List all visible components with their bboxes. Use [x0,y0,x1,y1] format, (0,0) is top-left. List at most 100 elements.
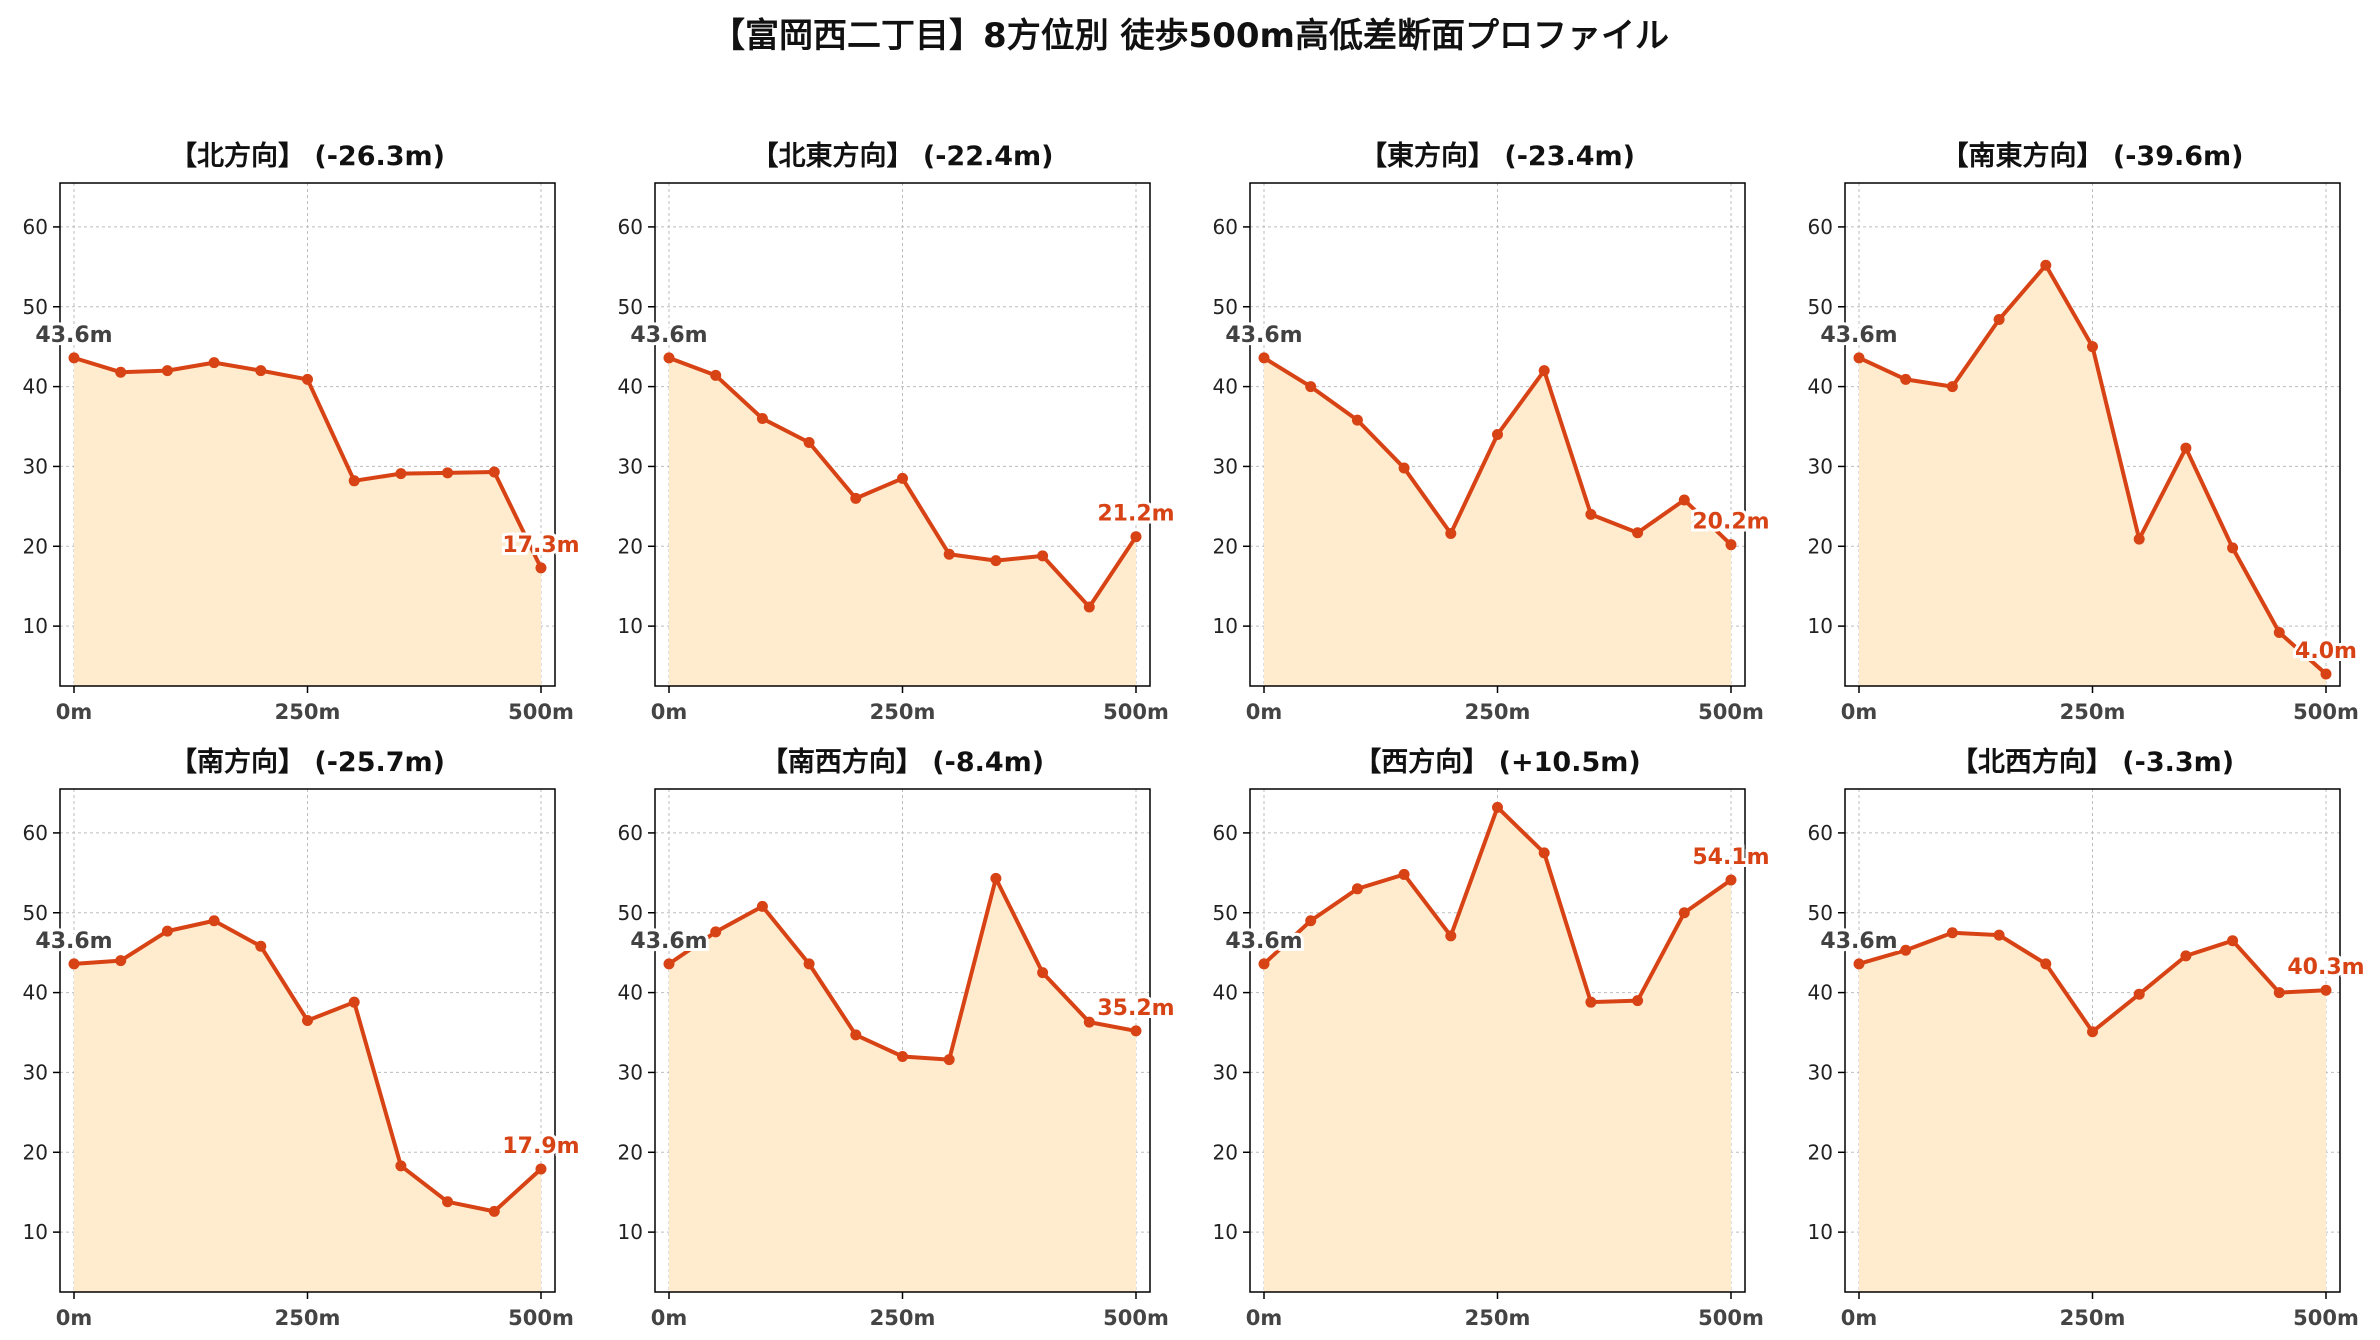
y-tick-label: 60 [618,821,643,845]
data-point [1900,944,1912,956]
y-tick-label: 40 [23,981,48,1005]
data-point [1258,352,1270,364]
data-point [2133,988,2145,1000]
data-point [1678,494,1690,506]
y-tick-label: 30 [1213,1060,1238,1084]
end-value-label: 54.1m [1692,845,1769,870]
x-tick-label: 500m [2293,700,2359,724]
y-tick-label: 10 [618,614,643,638]
y-tick-label: 20 [618,534,643,558]
y-tick-label: 20 [1213,534,1238,558]
y-tick-label: 50 [618,295,643,319]
data-point [1351,414,1363,426]
data-point [1492,429,1503,440]
y-tick-label: 50 [1213,295,1238,319]
data-point [1258,958,1270,970]
data-point [1900,373,1912,385]
x-tick-label: 250m [1465,1306,1531,1330]
start-value-label: 43.6m [1225,929,1302,954]
y-tick-label: 10 [1213,614,1238,638]
data-point [208,357,220,369]
x-tick-label: 0m [1841,700,1878,724]
x-tick-label: 0m [1246,700,1283,724]
x-tick-label: 250m [2060,1306,2126,1330]
area-fill [1859,265,2326,686]
y-tick-label: 40 [1213,375,1238,399]
data-point [756,413,768,425]
end-value-label: 35.2m [1097,996,1174,1021]
x-tick-label: 0m [1246,1306,1283,1330]
data-point [1725,539,1737,551]
y-tick-label: 40 [1808,375,1833,399]
subplot-title: 【東方向】 (-23.4m) [1360,140,1635,172]
data-point [302,1015,313,1027]
x-tick-label: 250m [275,700,341,724]
data-point [302,373,313,385]
y-tick-label: 30 [23,1060,48,1084]
data-point [897,1050,908,1062]
area-fill [1859,932,2326,1292]
y-tick-label: 20 [618,1140,643,1164]
data-point [990,872,1002,884]
data-point [2180,950,2192,962]
data-point [710,369,722,381]
y-tick-label: 60 [1808,821,1833,845]
data-point [1305,915,1317,927]
data-point [1037,550,1049,562]
data-point [1130,531,1142,543]
data-point [68,352,80,364]
y-tick-label: 40 [23,375,48,399]
x-tick-label: 250m [870,700,936,724]
y-tick-label: 60 [23,215,48,239]
x-tick-label: 500m [1103,700,1169,724]
y-tick-label: 60 [618,215,643,239]
subplot-title: 【北方向】 (-26.3m) [170,140,445,172]
x-tick-label: 250m [2060,700,2126,724]
data-point [1305,381,1317,393]
data-point [115,955,127,967]
data-point [535,1163,547,1175]
y-tick-label: 30 [618,454,643,478]
x-tick-label: 0m [651,700,688,724]
start-value-label: 43.6m [630,323,707,348]
area-fill [74,357,541,686]
start-value-label: 43.6m [1225,323,1302,348]
subplot-title: 【北西方向】 (-3.3m) [1951,746,2234,778]
end-value-label: 40.3m [2287,955,2364,980]
area-fill [1264,807,1731,1292]
x-tick-label: 250m [275,1306,341,1330]
data-point [2133,533,2145,545]
data-point [208,915,220,927]
data-point [1585,996,1597,1008]
y-tick-label: 20 [23,534,48,558]
area-fill [669,357,1136,686]
y-tick-label: 60 [1213,821,1238,845]
data-point [2040,259,2052,271]
y-tick-label: 60 [1213,215,1238,239]
data-point [488,1205,500,1217]
start-value-label: 43.6m [35,323,112,348]
subplot-title: 【西方向】 (+10.5m) [1354,746,1640,778]
x-tick-label: 0m [56,700,93,724]
data-point [255,940,267,952]
y-tick-label: 40 [618,375,643,399]
data-point [161,925,173,937]
subplot-6: 【西方向】 (+10.5m) 10 20 30 40 50 60 0m 250m 500m 43.6… [1213,746,1773,1330]
x-tick-label: 250m [870,1306,936,1330]
start-value-label: 43.6m [35,929,112,954]
data-point [1585,508,1597,520]
data-point [1946,381,1958,393]
y-tick-label: 40 [618,981,643,1005]
start-value-label: 43.6m [1820,929,1897,954]
subplot-title: 【北東方向】 (-22.4m) [751,140,1053,172]
data-point [488,466,500,478]
x-tick-label: 500m [2293,1306,2359,1330]
y-tick-label: 30 [1808,1060,1833,1084]
data-point [1398,462,1410,474]
y-tick-label: 50 [1808,295,1833,319]
data-point [348,475,360,487]
data-point [1993,314,2005,326]
data-point [1725,874,1737,886]
subplot-title: 【南西方向】 (-8.4m) [761,746,1044,778]
